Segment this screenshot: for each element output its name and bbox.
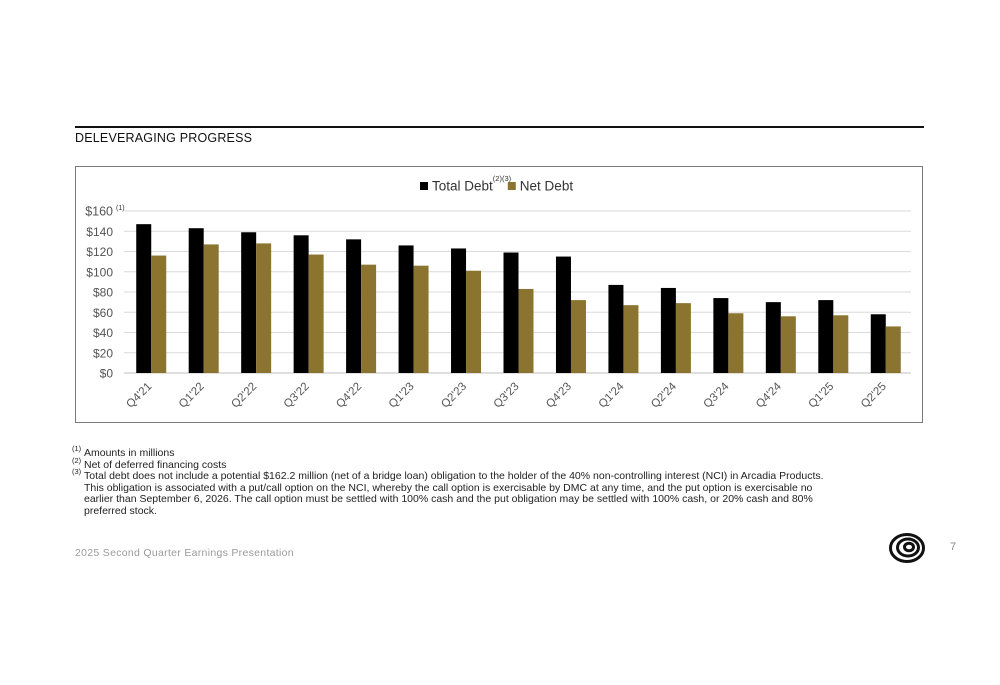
net-debt-bar — [570, 300, 586, 373]
footnote-3-line-4: preferred stock. — [84, 504, 157, 517]
x-tick-label: Q3'23 — [492, 381, 522, 411]
debt-chart-frame: $0 $20 $40 $60 $80 $100 $120 $140 $160 (1) Q4'21 Q1… — [75, 166, 923, 423]
y-tick-superscript: (1) — [116, 205, 125, 212]
total-debt-bar — [818, 300, 834, 373]
footnote-2: (2) Net of deferred financing costs — [72, 455, 227, 471]
net-debt-bar — [308, 254, 324, 373]
net-debt-bar — [256, 243, 272, 373]
y-tick-label: $160 — [85, 205, 113, 219]
legend-total-debt-superscript: (2)(3) — [493, 174, 512, 183]
x-tick-label: Q1'23 — [387, 381, 417, 411]
footnote-3-line-3: earlier than September 6, 2026. The call… — [84, 493, 813, 505]
net-debt-bar — [466, 270, 482, 373]
x-tick-label: Q3'22 — [282, 381, 312, 411]
y-tick-label: $100 — [86, 265, 113, 279]
total-debt-bar — [713, 298, 729, 373]
y-tick-label: $80 — [93, 286, 113, 300]
x-tick-label: Q2'25 — [859, 381, 889, 411]
total-debt-bar — [451, 248, 467, 373]
net-debt-bar — [361, 264, 377, 373]
legend-total-debt-swatch — [420, 182, 428, 190]
x-tick-label: Q1'22 — [177, 381, 207, 411]
presentation-title: 2025 Second Quarter Earnings Presentatio… — [75, 547, 294, 559]
y-tick-label: $40 — [93, 326, 113, 340]
x-tick-label: Q2'22 — [229, 381, 259, 411]
net-debt-bar — [203, 244, 219, 373]
x-tick-label: Q4'23 — [544, 381, 574, 411]
total-debt-bar — [136, 224, 152, 373]
total-debt-bar — [503, 252, 519, 373]
x-tick-label: Q4'24 — [754, 380, 784, 410]
total-debt-bar — [660, 287, 676, 373]
section-title: DELEVERAGING PROGRESS — [75, 131, 253, 145]
footnotes: (1) Amounts in millions (2) Net of deferr… — [72, 444, 952, 517]
net-debt-bar — [885, 326, 901, 373]
total-debt-bar — [241, 232, 257, 373]
net-debt-bar — [675, 303, 691, 373]
y-tick-label: $120 — [86, 245, 113, 259]
x-tick-label: Q1'25 — [806, 381, 836, 411]
total-debt-bar — [870, 314, 886, 373]
total-debt-bar — [555, 256, 571, 373]
y-tick-label: $140 — [86, 225, 113, 239]
net-debt-bar — [833, 315, 849, 373]
footnote-3-line-2: This obligation is associated with a put… — [84, 481, 813, 494]
net-debt-bar — [151, 255, 167, 373]
net-debt-bar — [780, 316, 796, 373]
y-tick-label: $0 — [100, 367, 114, 381]
footnote-3: (3) Total debt does not include a potenti… — [72, 467, 824, 482]
debt-bar-chart: $0 $20 $40 $60 $80 $100 $120 $140 $160 (1) Q4'21 Q1… — [85, 174, 911, 411]
total-debt-bar — [765, 302, 781, 373]
x-tick-label: Q4'21 — [124, 381, 154, 411]
y-tick-label: $60 — [93, 306, 113, 320]
total-debt-bar — [346, 239, 362, 373]
total-debt-bar — [188, 228, 204, 373]
net-debt-bar — [728, 313, 744, 373]
x-tick-label: Q3'24 — [702, 380, 732, 410]
footnote-1: (1) Amounts in millions — [72, 444, 175, 459]
net-debt-bar — [623, 305, 639, 373]
header-rule — [75, 126, 924, 128]
total-debt-bar — [398, 245, 414, 373]
x-tick-label: Q1'24 — [597, 380, 627, 410]
y-tick-label: $20 — [93, 346, 113, 360]
net-debt-bar — [413, 265, 429, 373]
legend-net-debt-label: Net Debt — [520, 179, 574, 194]
x-tick-label: Q2'23 — [439, 381, 469, 411]
net-debt-bar — [518, 288, 534, 373]
x-tick-label: Q4'22 — [334, 381, 364, 411]
legend-net-debt-swatch — [507, 182, 516, 190]
legend-total-debt-label: Total Debt — [432, 179, 493, 194]
total-debt-bar — [608, 284, 624, 373]
page-number: 7 — [950, 541, 957, 553]
concentric-swirl-logo-icon — [889, 533, 925, 563]
total-debt-bar — [293, 235, 309, 373]
x-tick-label: Q2'24 — [649, 380, 679, 410]
